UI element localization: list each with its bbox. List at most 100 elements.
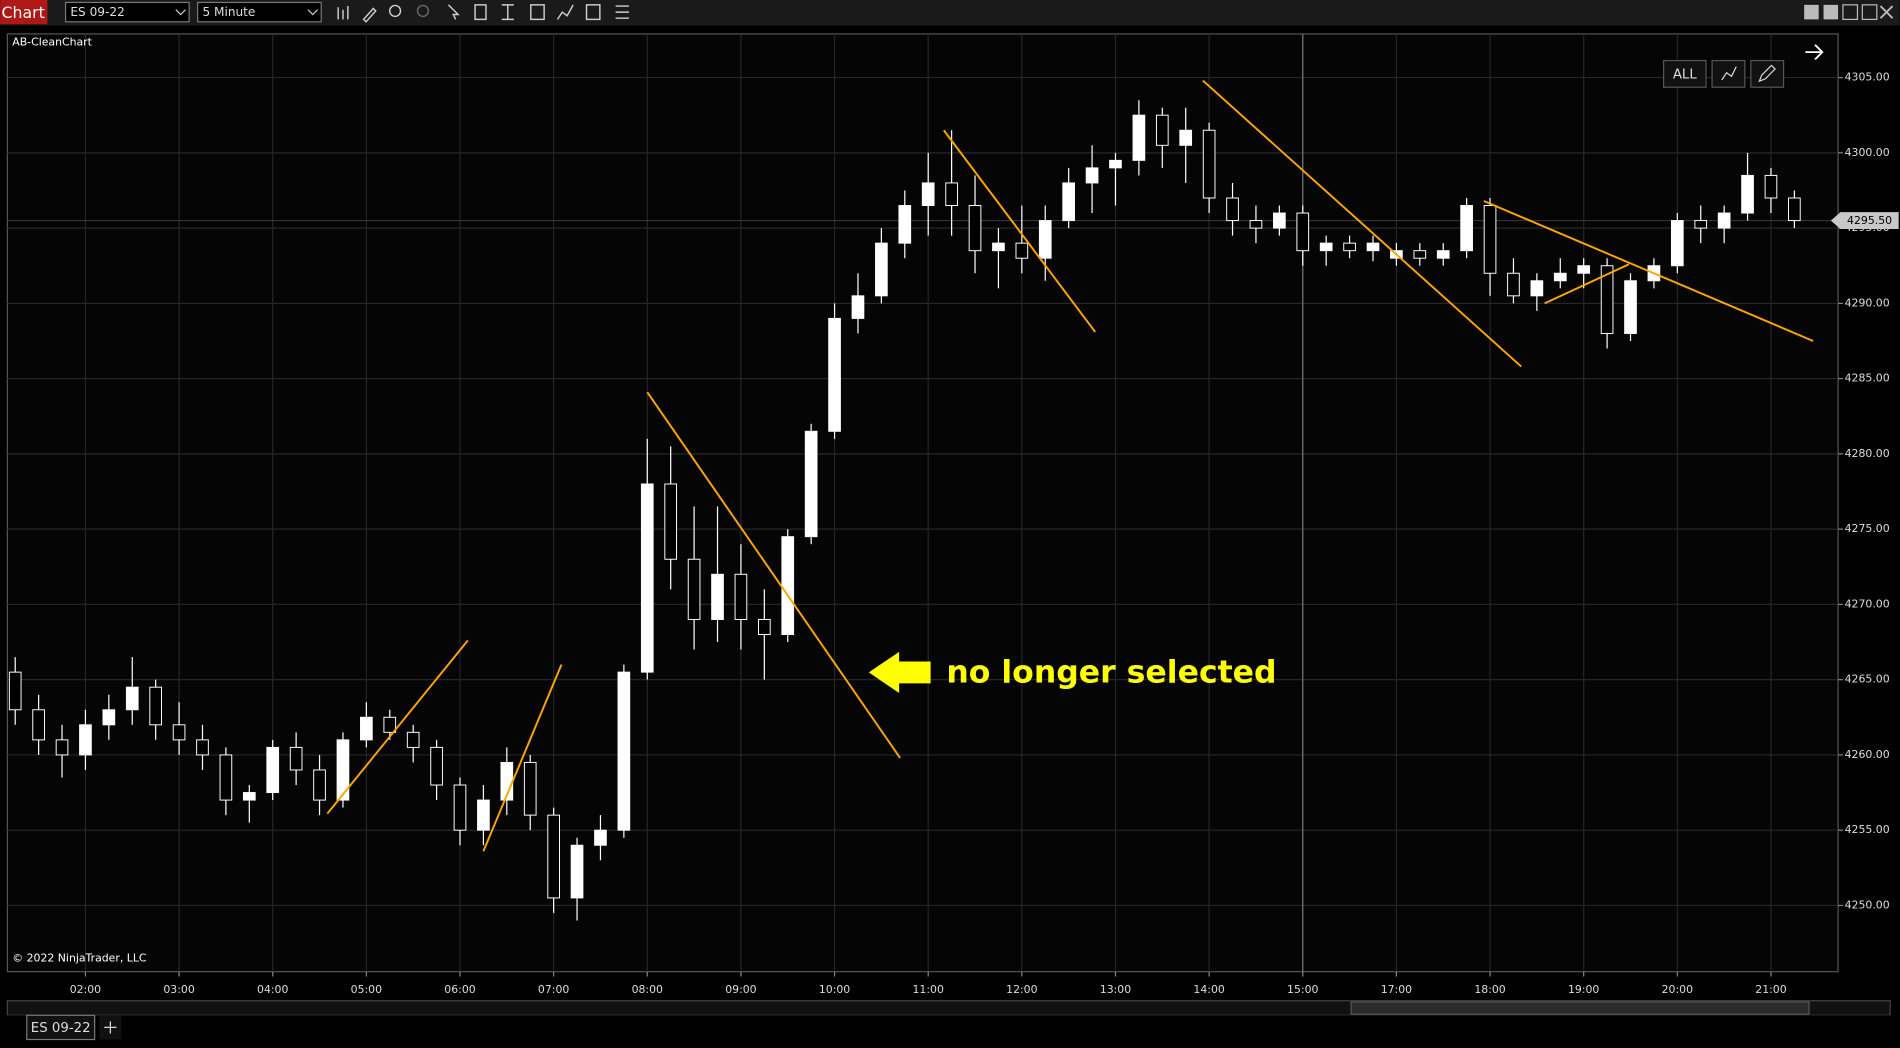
trend-line xyxy=(646,391,901,759)
instrument-text: ES 09-22 xyxy=(70,5,124,19)
candle-body xyxy=(336,739,350,801)
y-tick-label: 4290.00 xyxy=(1845,296,1890,309)
draw-icon[interactable] xyxy=(362,7,377,23)
candle-body xyxy=(547,814,560,899)
grid xyxy=(7,33,1839,972)
last-price-tag xyxy=(1830,212,1899,230)
y-tick-label: 4260.00 xyxy=(1845,748,1890,761)
candle-body xyxy=(360,716,373,741)
candle-body xyxy=(1717,212,1731,229)
x-tick-label: 06:00 xyxy=(444,983,475,996)
copyright: © 2022 NinjaTrader, LLC xyxy=(12,951,147,964)
candle-body xyxy=(804,430,818,538)
dropdown-arrow xyxy=(175,9,186,16)
x-tick-label: 04:00 xyxy=(257,983,288,996)
chart-tab[interactable] xyxy=(0,0,48,25)
pointer-icon[interactable] xyxy=(447,4,460,20)
candle-body xyxy=(1530,280,1544,297)
all-button[interactable] xyxy=(1663,59,1707,88)
window-buttons xyxy=(1804,4,1894,20)
x-tick-label: 19:00 xyxy=(1568,983,1599,996)
add-tab-icon xyxy=(104,1021,117,1034)
candle-body xyxy=(1764,174,1778,199)
menu-icon[interactable] xyxy=(615,5,629,19)
toolbar-icons xyxy=(337,4,629,23)
candle-body xyxy=(266,746,280,794)
chart-trader-icon[interactable] xyxy=(585,4,601,21)
candle-body xyxy=(289,746,303,771)
indicator-icon[interactable] xyxy=(556,4,574,20)
candle-body xyxy=(687,558,701,620)
candle-body xyxy=(851,295,865,319)
candle-body xyxy=(570,844,584,899)
candle-body xyxy=(477,799,490,831)
candle-body xyxy=(523,761,537,816)
candle-body xyxy=(1507,272,1520,297)
candle-body xyxy=(125,686,139,711)
candle-body xyxy=(921,182,935,207)
window-btn[interactable] xyxy=(1823,4,1839,20)
candle-body xyxy=(1179,129,1193,146)
x-tick-label: 12:00 xyxy=(1006,983,1037,996)
candle-body xyxy=(1296,212,1310,252)
candle-body xyxy=(875,242,888,297)
candle-body xyxy=(1132,114,1146,161)
candle-body xyxy=(383,716,397,733)
candle-body xyxy=(617,671,631,831)
indicator-label: AB-CleanChart xyxy=(12,35,92,48)
window-title: Chart xyxy=(2,3,45,22)
candle-body xyxy=(32,709,45,741)
y-tick-label: 4305.00 xyxy=(1845,71,1890,84)
y-tick-label: 4300.00 xyxy=(1845,146,1890,159)
candle-body xyxy=(968,205,982,252)
candle-body xyxy=(406,731,420,748)
y-tick-label: 4285.00 xyxy=(1845,372,1890,385)
tab-label: ES 09-22 xyxy=(31,1021,91,1036)
y-tick-label: 4255.00 xyxy=(1845,823,1890,836)
y-tick-label: 4275.00 xyxy=(1845,522,1890,535)
candle-body xyxy=(945,182,958,207)
candle-body xyxy=(1577,265,1591,274)
candle-body xyxy=(1624,280,1637,334)
candle-body xyxy=(453,784,467,831)
candle-body xyxy=(196,739,209,756)
instrument-tab[interactable] xyxy=(26,1014,96,1041)
props-icon[interactable] xyxy=(474,4,487,21)
candle-body xyxy=(1085,167,1099,184)
close-btn[interactable] xyxy=(1879,5,1894,19)
pencil-button[interactable] xyxy=(1750,59,1785,88)
x-tick-label: 09:00 xyxy=(725,983,756,996)
x-tick-label: 11:00 xyxy=(913,983,944,996)
scroll-thumb[interactable] xyxy=(1350,1001,1810,1015)
trend-line xyxy=(482,664,563,852)
scroll-arrow[interactable] xyxy=(1805,44,1824,61)
trend-line xyxy=(326,639,469,815)
window-btn[interactable] xyxy=(1804,4,1819,20)
trend-line xyxy=(1202,79,1522,368)
candle-body xyxy=(1155,114,1169,146)
zoom-out-icon[interactable] xyxy=(416,4,430,18)
candle-body xyxy=(1226,197,1239,222)
candle-body xyxy=(8,671,22,711)
candle-body xyxy=(1366,242,1380,252)
template-icon[interactable] xyxy=(501,4,514,21)
interval-select[interactable] xyxy=(197,1,322,23)
plot-area xyxy=(6,33,1839,973)
zoom-in-icon[interactable] xyxy=(388,4,402,18)
instrument-select[interactable] xyxy=(64,1,190,23)
trend-line xyxy=(1483,200,1814,342)
candle-body xyxy=(898,205,912,244)
x-tick-label: 05:00 xyxy=(351,983,382,996)
candle-body xyxy=(430,746,443,786)
tab-bar xyxy=(0,1015,1900,1048)
window-btn[interactable] xyxy=(1861,4,1878,20)
window-btn[interactable] xyxy=(1842,4,1859,20)
strategy-icon[interactable] xyxy=(530,4,545,21)
bars-icon[interactable] xyxy=(337,6,349,20)
y-tick-label: 4280.00 xyxy=(1845,447,1890,460)
candle-body xyxy=(1015,242,1029,259)
annotation-text: no longer selected xyxy=(946,655,1276,691)
dropdown-arrow xyxy=(307,9,318,16)
